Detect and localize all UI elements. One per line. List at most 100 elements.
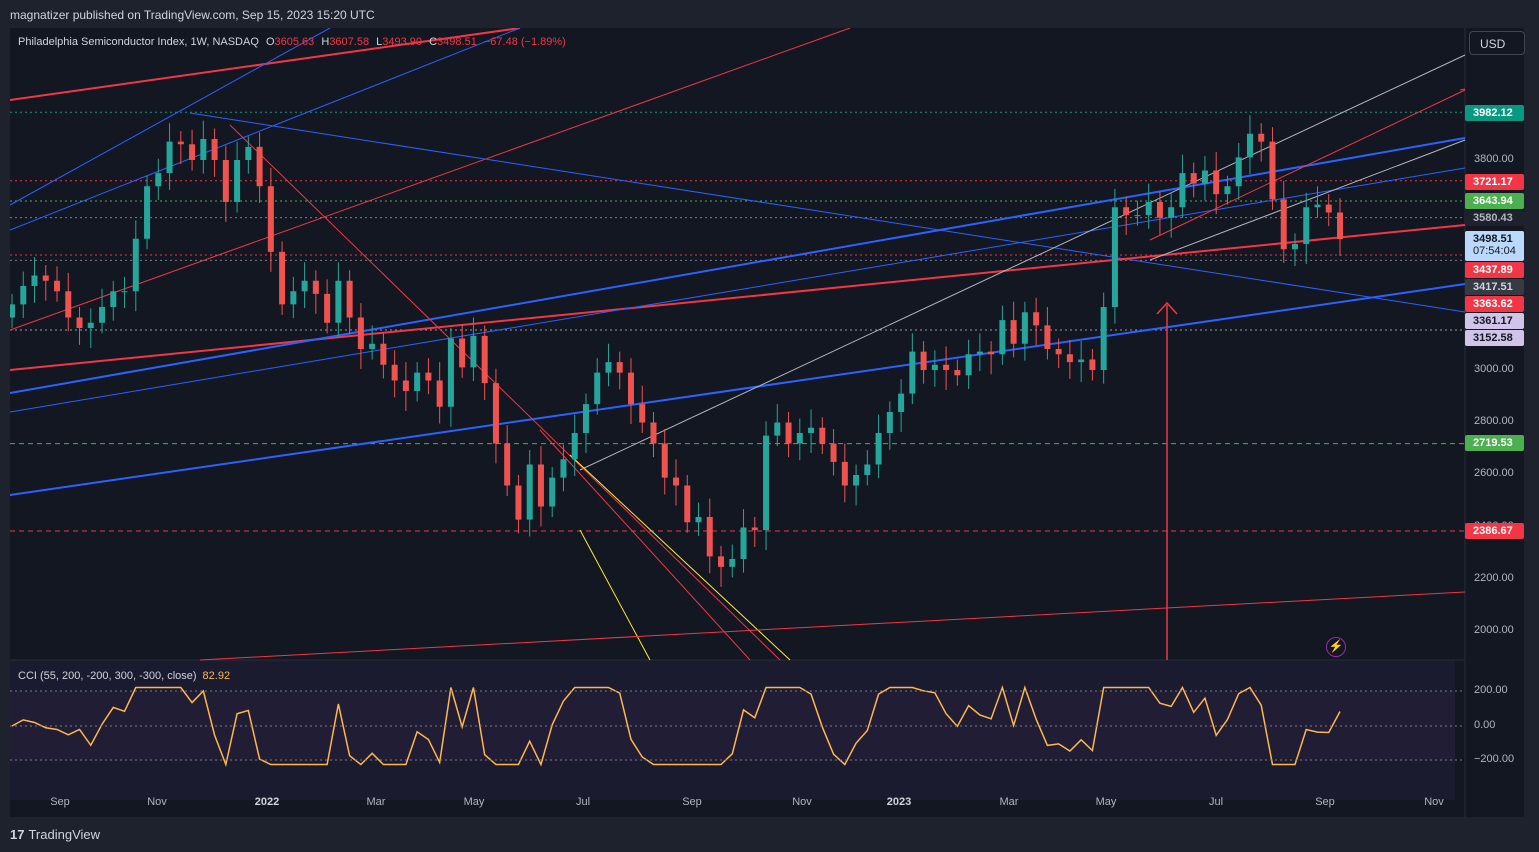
trend-line [579,54,1466,471]
chart-frame[interactable] [10,28,1524,818]
candle-body [1303,207,1310,244]
price-level-label: 3498.51 07:54:04 [1465,231,1524,261]
price-tick-label: 3000.00 [1474,363,1514,375]
candle-body [10,304,15,318]
symbol-legend[interactable]: Philadelphia Semiconductor Index, 1W, NA… [18,36,566,48]
candle-body [346,280,353,318]
price-level-label: 3643.94 [1465,193,1524,209]
candle-body [267,186,274,252]
candle-body [335,280,342,323]
candle-body [920,351,927,370]
tradingview-logo-icon[interactable]: 17 TradingView [10,827,100,842]
candle-body [819,427,826,444]
candle-body [1291,244,1298,250]
candle-body [132,238,139,292]
trend-line [10,28,851,331]
candle-body [526,464,533,520]
candle-body [425,372,432,381]
candle-body [1078,359,1085,363]
price-level-label: 3361.17 [1465,313,1524,329]
cci-tick-label: −200.00 [1474,753,1515,765]
candle-body [1337,212,1343,240]
candle-body [830,443,837,462]
trend-line [579,529,651,661]
time-tick-label: Nov [1424,796,1444,808]
candle-body [144,186,151,239]
candle-body [808,427,815,433]
price-level-label: 3580.43 [1465,210,1524,226]
candle-body [20,286,27,305]
price-tick-label: 2200.00 [1474,572,1514,584]
high-value: 3607.58 [329,36,370,48]
price-level-label: 2719.53 [1465,435,1524,451]
candle-body [853,475,860,486]
time-tick-label: Sep [50,796,70,808]
candle-body [898,393,905,412]
time-tick-label: 2022 [254,796,280,808]
candle-body [571,433,578,460]
candle-body [605,362,612,373]
time-tick-label: May [1095,796,1117,808]
candle-body [76,317,83,328]
cci-legend[interactable]: CCI (55, 200, -200, 300, -300, close) 82.… [18,670,230,682]
candle-body [492,383,499,444]
candle-body [582,404,589,433]
candle-body [99,307,106,323]
trend-line [539,429,751,661]
low-label: L [376,36,383,48]
candle-body [1235,157,1242,187]
trend-line [1459,88,1466,91]
candle-body [1066,354,1073,363]
time-tick-label: 2023 [886,796,912,808]
candle-body [774,422,781,436]
candle-body [909,351,916,394]
candle-body [1021,312,1028,344]
candle-body [661,443,668,478]
trend-line [1149,139,1466,261]
candle-body [1224,186,1231,195]
time-tick-label: Nov [792,796,812,808]
candle-body [1134,215,1141,217]
price-tick-label: 2600.00 [1474,467,1514,479]
candle-body [785,422,792,444]
candle-body [110,291,117,307]
candle-body [402,380,409,391]
trend-line [10,137,1466,394]
price-level-label: 3437.89 [1465,262,1524,278]
candle-body [1010,320,1017,344]
footer: 17 TradingView [0,818,1539,852]
chart-canvas[interactable] [10,28,1524,818]
candle-body [470,335,477,368]
candle-body [189,144,196,160]
currency-button[interactable]: USD [1469,31,1525,55]
candle-body [706,517,713,557]
time-tick-label: Jul [1208,796,1224,808]
candle-body [1325,204,1332,213]
candle-body [177,141,184,145]
candle-body [301,280,308,292]
candle-body [718,556,725,567]
close-value: 3498.51 [437,36,477,48]
lightning-icon[interactable]: ⚡ [1326,637,1346,657]
open-label: O [265,36,275,48]
trend-line [10,28,521,231]
low-value: 3493.90 [382,36,423,48]
price-level-label: 2386.67 [1465,523,1524,539]
candle-body [1123,207,1130,216]
candle-body [1100,307,1107,370]
trend-line [199,591,1466,661]
candle-body [1055,349,1062,355]
candle-body [436,380,443,407]
candle-body [729,559,736,567]
cci-line [11,685,1341,768]
trend-line [10,28,331,206]
symbol-name[interactable]: Philadelphia Semiconductor Index, 1W, NA… [18,36,259,48]
close-label: C [429,36,438,48]
cci-title[interactable]: CCI (55, 200, -200, 300, -300, close) [18,670,197,682]
candle-body [639,404,646,423]
countdown-label: 07:54:04 [1473,245,1516,257]
candle-body [965,354,972,376]
candle-body [222,160,229,202]
trend-line [10,224,1466,371]
candle-body [999,320,1006,355]
